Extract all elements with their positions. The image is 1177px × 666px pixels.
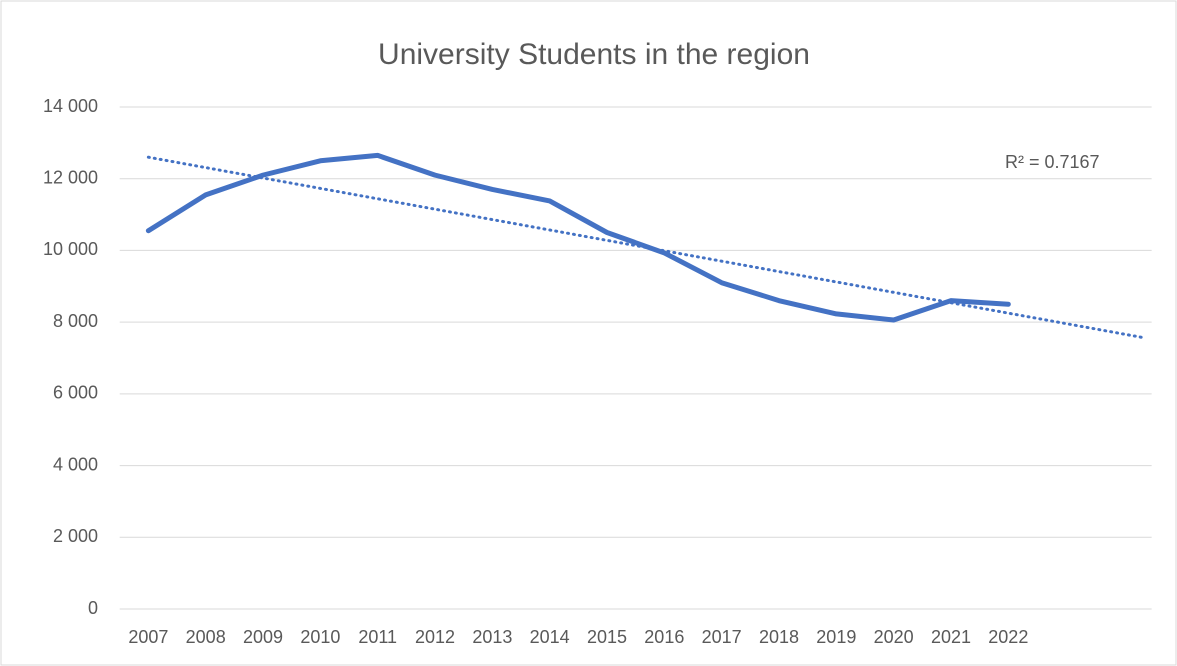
x-tick-label: 2013	[472, 627, 512, 647]
x-tick-label: 2010	[300, 627, 340, 647]
y-tick-label: 12 000	[43, 167, 98, 187]
y-tick-label: 0	[88, 598, 98, 618]
x-tick-label: 2017	[702, 627, 742, 647]
x-tick-label: 2015	[587, 627, 627, 647]
y-tick-label: 2 000	[53, 526, 98, 546]
trendline	[146, 155, 1147, 340]
x-tick-label: 2012	[415, 627, 455, 647]
data-line	[145, 152, 1011, 323]
x-tick-label: 2020	[874, 627, 914, 647]
x-tick-label: 2021	[931, 627, 971, 647]
x-tick-label: 2016	[644, 627, 684, 647]
y-tick-label: 6 000	[53, 383, 98, 403]
y-tick-label: 14 000	[43, 96, 98, 116]
x-tick-label: 2014	[530, 627, 570, 647]
x-tick-label: 2008	[186, 627, 226, 647]
y-tick-label: 4 000	[53, 454, 98, 474]
x-tick-label: 2022	[988, 627, 1028, 647]
x-tick-label: 2019	[816, 627, 856, 647]
y-tick-label: 8 000	[53, 311, 98, 331]
x-tick-label: 2011	[358, 627, 397, 647]
trendline-annotation: R² = 0.7167	[1005, 152, 1100, 172]
x-tick-label: 2018	[759, 627, 799, 647]
chart-title: University Students in the region	[378, 38, 810, 71]
x-tick-label: 2007	[128, 627, 168, 647]
x-tick-label: 2009	[243, 627, 283, 647]
y-tick-label: 10 000	[43, 239, 98, 259]
